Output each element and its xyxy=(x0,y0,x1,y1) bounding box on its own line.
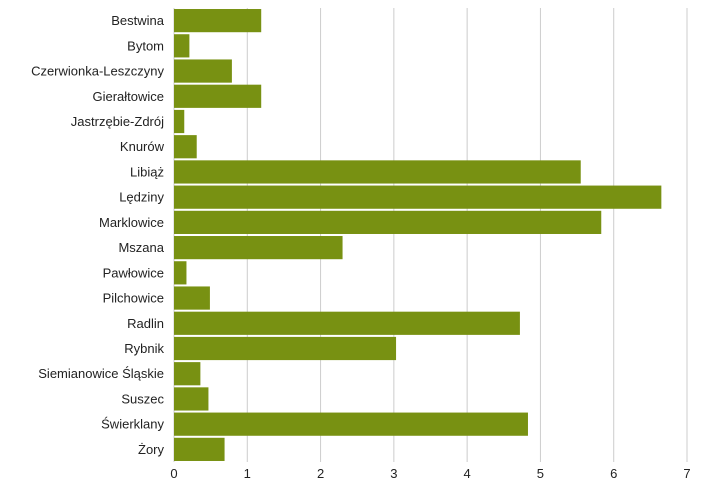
grid-layer xyxy=(173,8,688,462)
bar-7 xyxy=(174,185,662,209)
bar-14 xyxy=(174,362,201,386)
category-label: Radlin xyxy=(127,316,164,331)
bar-3 xyxy=(174,84,262,108)
category-label: Rybnik xyxy=(124,341,164,356)
category-label: Jastrzębie-Zdrój xyxy=(71,114,164,129)
bar-4 xyxy=(174,109,185,134)
x-axis-tick-labels: 0 1 2 3 4 5 6 7 xyxy=(170,466,690,481)
bar-16 xyxy=(174,412,528,436)
x-tick-label: 1 xyxy=(244,466,251,481)
x-tick-label: 3 xyxy=(390,466,397,481)
bar-1 xyxy=(174,34,190,58)
x-tick-label: 0 xyxy=(170,466,177,481)
bar-10 xyxy=(174,261,187,285)
x-tick-label: 2 xyxy=(317,466,324,481)
category-label: Bytom xyxy=(127,38,164,53)
category-label: Pawłowice xyxy=(103,265,164,280)
bar-2 xyxy=(174,59,232,83)
category-label: Marklowice xyxy=(99,215,164,230)
category-label: Pilchowice xyxy=(103,291,164,306)
category-label: Żory xyxy=(138,442,165,457)
bar-9 xyxy=(174,236,343,260)
bar-6 xyxy=(174,160,581,184)
bar-15 xyxy=(174,387,209,411)
category-label: Lędziny xyxy=(119,190,164,205)
bar-layer xyxy=(174,9,662,461)
category-label: Libiąż xyxy=(130,164,164,179)
bar-13 xyxy=(174,336,397,361)
category-label: Mszana xyxy=(118,240,164,255)
bar-12 xyxy=(174,311,520,335)
category-labels: Bestwina Bytom Czerwionka-Leszczyny Gierałt… xyxy=(31,13,165,457)
x-tick-label: 7 xyxy=(683,466,690,481)
category-label: Knurów xyxy=(120,139,165,154)
category-label: Suszec xyxy=(121,391,164,406)
bar-5 xyxy=(174,135,197,159)
x-tick-label: 5 xyxy=(537,466,544,481)
bar-0 xyxy=(174,9,262,33)
category-label: Świerklany xyxy=(101,417,164,432)
x-tick-label: 6 xyxy=(610,466,617,481)
category-label: Siemianowice Śląskie xyxy=(38,366,164,381)
category-label: Czerwionka-Leszczyny xyxy=(31,64,164,79)
bar-11 xyxy=(174,286,210,310)
category-label: Gierałtowice xyxy=(92,89,164,104)
x-tick-label: 4 xyxy=(464,466,471,481)
category-label: Bestwina xyxy=(111,13,165,28)
bar-17 xyxy=(174,437,225,461)
bar-8 xyxy=(174,210,602,234)
